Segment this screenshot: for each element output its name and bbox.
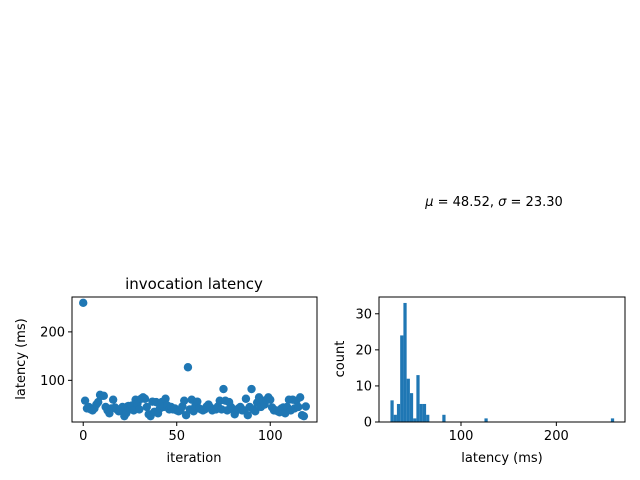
scatter-x-tick-label: 0 [79,429,87,444]
scatter-y-tick-label: 200 [40,325,65,340]
scatter-frame [71,296,318,423]
scatter-title: invocation latency [125,275,263,293]
scatter-points [79,298,310,421]
histogram-bar [400,335,404,422]
histogram-bar [403,302,407,422]
scatter-point [219,384,228,394]
scatter-x-tick-label: 50 [168,429,185,444]
scatter-x-label: iteration [167,451,222,466]
histogram-bar [426,414,430,422]
histogram-bar [416,375,420,422]
histogram-y-ticks: 0 10 20 30 [355,307,379,431]
scatter-point [93,397,103,407]
scatter-point [266,395,275,404]
histogram-x-ticks: 100 200 [449,422,569,444]
scatter-point [140,394,150,403]
histogram-bar [422,403,427,422]
histogram-frame [378,296,626,423]
histogram-bar [396,403,401,422]
scatter-point [161,394,170,403]
scatter-point [294,402,303,412]
histogram-bar [406,378,410,422]
scatter-point [79,298,88,308]
scatter-point [135,405,144,414]
histogram-x-label: latency (ms) [461,451,542,466]
scatter-point [301,402,310,411]
histogram-bar [409,393,414,422]
scatter-point [108,395,118,404]
scatter-point [295,393,305,402]
histogram-bar [610,418,615,422]
histogram-bar [393,414,397,422]
scatter-point [247,384,256,394]
scatter-x-ticks: 0 50 100 [79,422,283,444]
histogram-bar [442,414,446,422]
histogram-y-tick-label: 30 [355,307,372,322]
scatter-point [241,394,251,403]
scatter-point [80,396,90,405]
scatter-y-ticks: 100 200 [40,325,72,389]
histogram-bars [390,302,615,422]
histogram-bar [419,403,423,422]
histogram-y-tick-label: 10 [355,379,372,394]
scatter-point [193,397,202,406]
scatter-y-tick-label: 100 [40,374,65,389]
histogram-annotation: μ = 48.52, σ = 23.30 [424,195,563,210]
histogram-y-tick-label: 20 [355,343,372,358]
scatter-point [180,396,189,405]
histogram-bar [484,418,488,422]
scatter-point [299,411,309,421]
scatter-subplot: 0 50 100 100 200 invocation latency iterati… [14,275,318,466]
scatter-point [243,411,253,420]
histogram-x-tick-label: 100 [449,429,474,444]
histogram-subplot: 100 200 0 10 20 30 μ = 48.52, σ = 23.30 late… [333,195,626,466]
scatter-y-label: latency (ms) [14,318,29,399]
histogram-y-label: count [333,341,348,378]
scatter-point [142,402,152,412]
scatter-point [183,363,193,372]
scatter-point [99,391,108,401]
scatter-x-tick-label: 100 [258,429,283,444]
histogram-x-tick-label: 200 [544,429,569,444]
histogram-y-tick-label: 0 [364,416,372,431]
histogram-bar [390,400,394,422]
histogram-bar [413,418,417,422]
